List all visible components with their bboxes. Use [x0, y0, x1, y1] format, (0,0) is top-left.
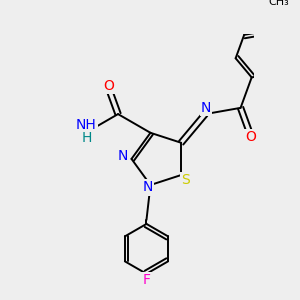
Text: S: S	[181, 173, 190, 187]
Text: H: H	[82, 131, 92, 145]
Text: N: N	[143, 181, 153, 194]
Text: NH: NH	[76, 118, 97, 132]
Text: N: N	[117, 149, 128, 164]
Text: O: O	[103, 79, 114, 93]
Text: O: O	[245, 130, 256, 144]
Text: N: N	[201, 101, 211, 115]
Text: F: F	[142, 273, 151, 287]
Text: CH₃: CH₃	[268, 0, 290, 8]
